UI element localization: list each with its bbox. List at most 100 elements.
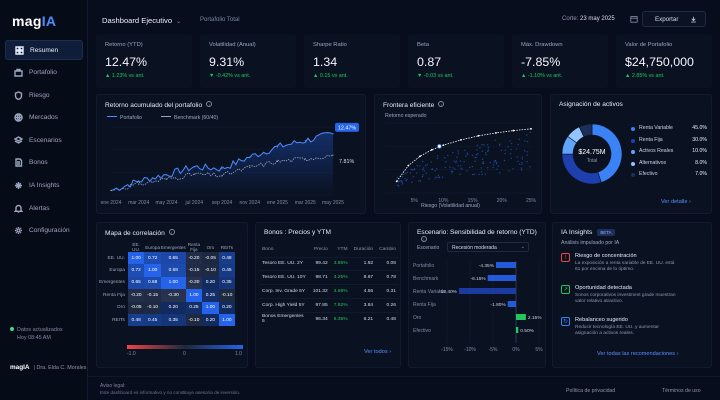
heatmap-cell[interactable]: 0.25 <box>202 289 219 302</box>
scenario-bar[interactable] <box>487 275 516 281</box>
heatmap-cell[interactable]: -0.10 <box>185 313 203 327</box>
kpi-card[interactable]: Retorno (YTD) 12.47% ▲ 1.23% vs ant. <box>96 34 192 88</box>
heatmap-cell[interactable]: 0.35 <box>218 276 236 290</box>
heatmap-cell[interactable]: 0.35 <box>160 313 186 327</box>
column-header[interactable]: Bono <box>262 247 274 253</box>
scenario-bar[interactable] <box>458 288 516 294</box>
insight-title: Rebalanceo sugerido <box>575 317 628 323</box>
heatmap-cell[interactable]: 0.72 <box>127 264 145 277</box>
table-row[interactable]: Tesoro EE. UU. 10Y 98.71 4.25% 8.67 0.78 <box>259 270 399 285</box>
calendar-icon[interactable] <box>630 15 638 23</box>
scenario-bar[interactable] <box>507 301 516 307</box>
heatmap-cell[interactable]: 0.72 <box>144 252 161 265</box>
heatmap-cell[interactable]: -0.10 <box>144 301 161 314</box>
insight-card[interactable]: ! Riesgo de concentración La exposición a … <box>561 253 709 274</box>
heatmap-cell[interactable]: 1.00 <box>160 276 186 290</box>
heatmap-cell[interactable]: 0.20 <box>218 301 236 314</box>
table-row[interactable]: Tesoro EE. UU. 2Y 99.42 3.85% 1.92 0.08 <box>259 257 399 271</box>
heatmap-cell[interactable]: 0.48 <box>218 252 236 265</box>
table-row[interactable]: Bonos Emergentes 5 96.34 6.35% 6.21 0.48 <box>259 312 399 326</box>
dashboard-selector[interactable]: Dashboard Ejecutivo ⌄ <box>102 16 182 25</box>
heatmap-cell[interactable]: 0.45 <box>218 264 236 277</box>
scenario-bar[interactable] <box>516 327 519 333</box>
heatmap-cell[interactable]: -0.20 <box>127 289 145 302</box>
heatmap-cell[interactable]: -0.15 <box>144 289 161 302</box>
heatmap-cell[interactable]: 0.65 <box>127 276 145 290</box>
sidebar-item-riesgo[interactable]: Riesgo <box>5 85 83 105</box>
sidebar-item-portafolio[interactable]: Portafolio <box>5 63 83 83</box>
kpi-card[interactable]: Valor de Portafolio $24,750,000 ▲ 2.85% vs… <box>616 34 712 88</box>
heatmap-cell[interactable]: 1.00 <box>218 313 236 327</box>
heatmap-cell[interactable]: 0.20 <box>202 276 219 290</box>
heatmap-cell[interactable]: 0.25 <box>185 301 203 314</box>
table-row[interactable]: Corp. Inv. Grade 5Y 101.32 4.68% 4.56 0.31 <box>259 284 399 299</box>
portfolio-subtitle: Portafolio Total <box>200 17 240 23</box>
portfolio-end-badge <box>335 122 359 132</box>
heatmap-cell[interactable]: 0.68 <box>160 264 186 277</box>
table-cell: 1.92 <box>363 261 374 267</box>
data-point <box>165 178 168 180</box>
info-icon[interactable]: i <box>438 101 445 107</box>
heatmap-cell[interactable]: 0.68 <box>144 276 161 290</box>
sidebar-item-configuración[interactable]: Configuración <box>5 221 83 241</box>
sidebar-item-alertas[interactable]: Alertas <box>5 198 83 218</box>
sidebar-item-escenarios[interactable]: Escenarios <box>5 130 83 150</box>
bonds-view-all-link[interactable]: Ver todos › <box>364 349 392 355</box>
user-profile[interactable]: magIA | Dra. Elda C. Morales <box>10 364 87 371</box>
heatmap-cell[interactable]: 1.00 <box>127 252 145 265</box>
privacy-link[interactable]: Política de privacidad <box>566 388 616 394</box>
kpi-card[interactable]: Volatilidad (Anual) 9.31% ▼ -0.42% vs ant. <box>200 34 296 88</box>
current-portfolio-point[interactable] <box>437 144 442 149</box>
heatmap-cell[interactable]: -0.10 <box>218 289 236 302</box>
column-header: Europa <box>145 244 161 250</box>
sidebar-item-resumen[interactable]: Resumen <box>5 40 83 60</box>
heatmap-cell[interactable]: -0.05 <box>202 252 219 265</box>
chevron-down-icon: ⌄ <box>176 19 182 25</box>
simulated-portfolio-point <box>478 173 480 176</box>
column-header[interactable]: Cambio <box>379 247 396 253</box>
sidebar-item-bonos[interactable]: Bonos <box>5 153 83 173</box>
sidebar-item-ia-insights[interactable]: IA Insights <box>5 176 83 196</box>
column-header[interactable]: Duración <box>353 247 374 253</box>
info-icon[interactable]: i <box>421 236 427 242</box>
export-button[interactable]: Exportar <box>642 11 706 27</box>
kpi-card[interactable]: Beta 0.87 ▼ -0.03 vs ant. <box>408 34 504 88</box>
simulated-portfolio-point <box>482 161 485 163</box>
kpi-card[interactable]: Sharpe Ratio 1.34 ▲ 0.15 vs ant. <box>304 34 400 88</box>
insights-view-all-link[interactable]: Ver todas las recomendaciones › <box>597 351 679 357</box>
donut-slice[interactable] <box>578 123 593 138</box>
heatmap-cell[interactable]: 0.20 <box>202 313 219 327</box>
heatmap-cell[interactable]: 0.65 <box>160 252 186 265</box>
heatmap-cell[interactable]: 0.45 <box>144 313 161 327</box>
kpi-card[interactable]: Máx. Drawdown -7.85% ▲ -1.10% vs ant. <box>512 34 608 88</box>
column-header[interactable]: Precio <box>313 247 328 253</box>
heatmap-cell[interactable]: -0.30 <box>160 289 186 302</box>
heatmap-cell[interactable]: 0.20 <box>160 301 186 314</box>
scenario-bar[interactable] <box>516 314 526 320</box>
bonds-title: Bonos : Precios y YTM <box>264 229 331 236</box>
simulated-portfolio-point <box>492 164 495 166</box>
heatmap-cell[interactable]: -0.30 <box>185 276 203 290</box>
heatmap-cell[interactable]: 0.48 <box>127 313 145 327</box>
terms-link[interactable]: Términos de uso <box>662 388 701 394</box>
heatmap-cell[interactable]: -0.10 <box>202 264 219 277</box>
insight-card[interactable]: ↗ Oportunidad detectada Sonos corporativos… <box>561 285 709 306</box>
briefcase-icon <box>13 68 23 78</box>
heatmap-cell[interactable]: -0.20 <box>185 252 203 265</box>
heatmap-cell[interactable]: 1.00 <box>202 301 219 314</box>
app-logo[interactable]: magIA <box>12 13 57 29</box>
simulated-portfolio-point <box>451 170 454 173</box>
allocation-detail-link[interactable]: Ver detalle › <box>661 199 691 205</box>
scenario-select[interactable]: Recesión moderada ⌄ <box>447 242 529 252</box>
insight-card[interactable]: ↻ Rebalanceo sugerido Reducir tecnología E… <box>561 317 709 338</box>
heatmap-cell[interactable]: 1.00 <box>144 264 161 277</box>
info-icon[interactable]: i <box>168 229 175 235</box>
sidebar-item-mercados[interactable]: Mercados <box>5 108 83 128</box>
heatmap-cell[interactable]: -0.15 <box>185 264 203 277</box>
heatmap-cell[interactable]: -0.05 <box>127 301 145 314</box>
table-row[interactable]: Corp. High Yield 5Y 97.85 7.92% 3.84 0.26 <box>259 298 399 312</box>
column-header[interactable]: YTM <box>337 247 348 253</box>
scenario-bar[interactable] <box>495 262 516 268</box>
info-icon[interactable]: i <box>206 101 213 107</box>
heatmap-cell[interactable]: 1.00 <box>185 289 203 302</box>
